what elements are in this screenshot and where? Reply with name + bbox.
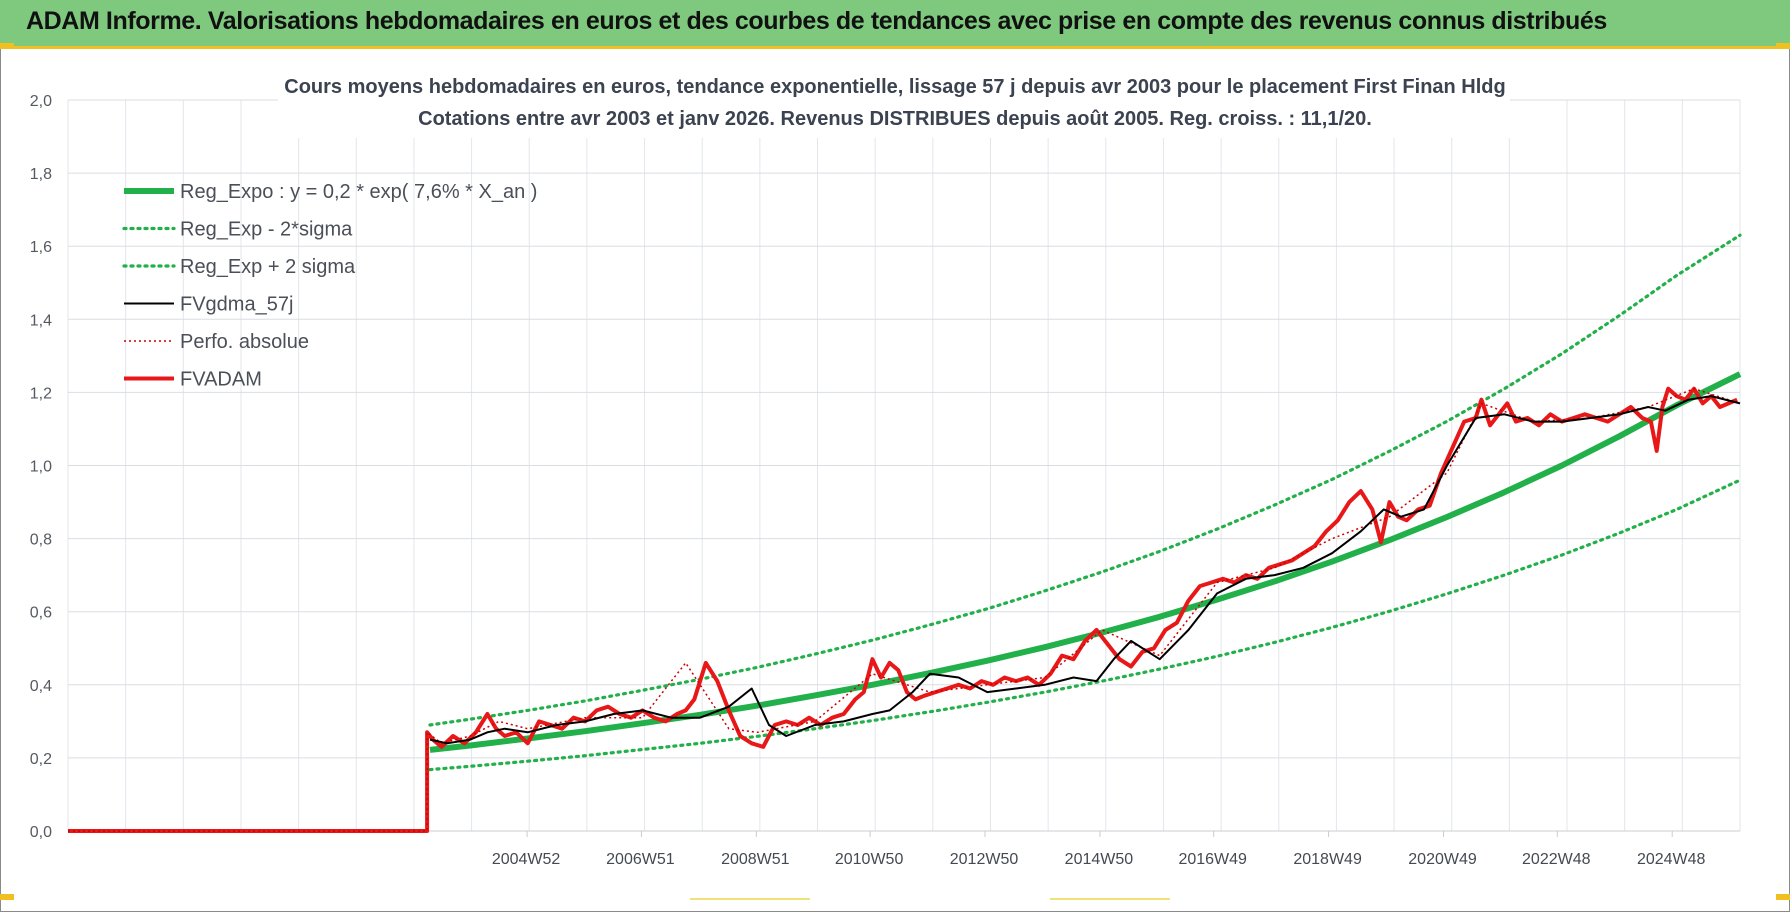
series bbox=[68, 233, 1742, 833]
series-line-perfo-absolue bbox=[68, 387, 1741, 832]
x-tick-label: 2006W51 bbox=[606, 851, 675, 868]
bottom-accent-1 bbox=[690, 898, 810, 900]
legend: Reg_Expo : y = 0,2 * exp( 7,6% * X_an ) R… bbox=[122, 181, 537, 391]
x-axis: 2004W52 2006W51 2008W51 2010W50 2012W50 2014W… bbox=[68, 830, 1740, 868]
y-tick-label: 1,6 bbox=[30, 239, 52, 256]
y-tick-label: 0,8 bbox=[30, 532, 52, 549]
y-tick-label: 1,4 bbox=[30, 312, 52, 329]
y-tick-label: 0,4 bbox=[30, 678, 52, 695]
legend-item-reg-plus-2sigma: Reg_Exp + 2 sigma bbox=[122, 256, 356, 278]
corner-accent-right bbox=[1776, 43, 1790, 49]
series-line-reg-minus-2sigma bbox=[428, 478, 1742, 772]
y-tick-label: 1,8 bbox=[30, 166, 52, 183]
legend-label: Perfo. absolue bbox=[180, 331, 309, 353]
chart-title: Cours moyens hebdomadaires en euros, ten… bbox=[284, 76, 1505, 130]
y-tick-label: 1,2 bbox=[30, 385, 52, 402]
x-tick-label: 2024W48 bbox=[1637, 851, 1706, 868]
y-tick-label: 1,0 bbox=[30, 459, 52, 476]
corner-accent-bottom-right bbox=[1776, 894, 1790, 900]
legend-item-reg-minus-2sigma: Reg_Exp - 2*sigma bbox=[122, 219, 353, 241]
series-line-fvadam bbox=[68, 386, 1738, 833]
legend-label: Reg_Expo : y = 0,2 * exp( 7,6% * X_an ) bbox=[180, 181, 537, 203]
corner-accent-bottom-left bbox=[0, 894, 14, 900]
legend-label: FVADAM bbox=[180, 369, 262, 391]
series-line-reg-expo bbox=[429, 371, 1742, 753]
x-tick-label: 2010W50 bbox=[835, 851, 904, 868]
legend-item-reg-expo: Reg_Expo : y = 0,2 * exp( 7,6% * X_an ) bbox=[124, 181, 537, 203]
legend-item-perfo-absolue: Perfo. absolue bbox=[124, 331, 309, 353]
x-tick-label: 2004W52 bbox=[492, 851, 561, 868]
x-tick-label: 2012W50 bbox=[950, 851, 1019, 868]
x-tick-label: 2008W51 bbox=[721, 851, 790, 868]
legend-label: Reg_Exp + 2 sigma bbox=[180, 256, 356, 278]
x-tick-label: 2020W49 bbox=[1408, 851, 1477, 868]
chart-title-line-1: Cours moyens hebdomadaires en euros, ten… bbox=[284, 76, 1505, 98]
x-tick-label: 2018W49 bbox=[1293, 851, 1362, 868]
legend-label: Reg_Exp - 2*sigma bbox=[180, 219, 353, 241]
chart-title-line-2: Cotations entre avr 2003 et janv 2026. R… bbox=[418, 108, 1372, 130]
y-tick-label: 2,0 bbox=[30, 93, 52, 110]
legend-item-fvadam: FVADAM bbox=[124, 369, 262, 391]
legend-label: FVgdma_57j bbox=[180, 294, 293, 316]
y-tick-label: 0,2 bbox=[30, 751, 52, 768]
series-line-reg-plus-2sigma bbox=[428, 233, 1742, 727]
series-line-fvgdma-57j bbox=[429, 395, 1741, 745]
grid bbox=[67, 66, 1741, 832]
y-axis: 0,0 0,2 0,4 0,6 0,8 1,0 1,2 1,4 1,6 1,8 2,0 bbox=[30, 93, 52, 841]
bottom-accent-2 bbox=[1050, 898, 1170, 900]
corner-accent-left bbox=[0, 43, 14, 49]
x-tick-label: 2014W50 bbox=[1065, 851, 1134, 868]
legend-item-fvgdma-57j: FVgdma_57j bbox=[124, 294, 293, 316]
y-tick-label: 0,6 bbox=[30, 605, 52, 622]
x-tick-label: 2016W49 bbox=[1178, 851, 1247, 868]
title-banner: ADAM Informe. Valorisations hebdomadaire… bbox=[0, 0, 1790, 49]
x-tick-label: 2022W48 bbox=[1522, 851, 1591, 868]
banner-title: ADAM Informe. Valorisations hebdomadaire… bbox=[26, 7, 1607, 35]
y-tick-label: 0,0 bbox=[30, 824, 52, 841]
title-background bbox=[278, 66, 1510, 138]
